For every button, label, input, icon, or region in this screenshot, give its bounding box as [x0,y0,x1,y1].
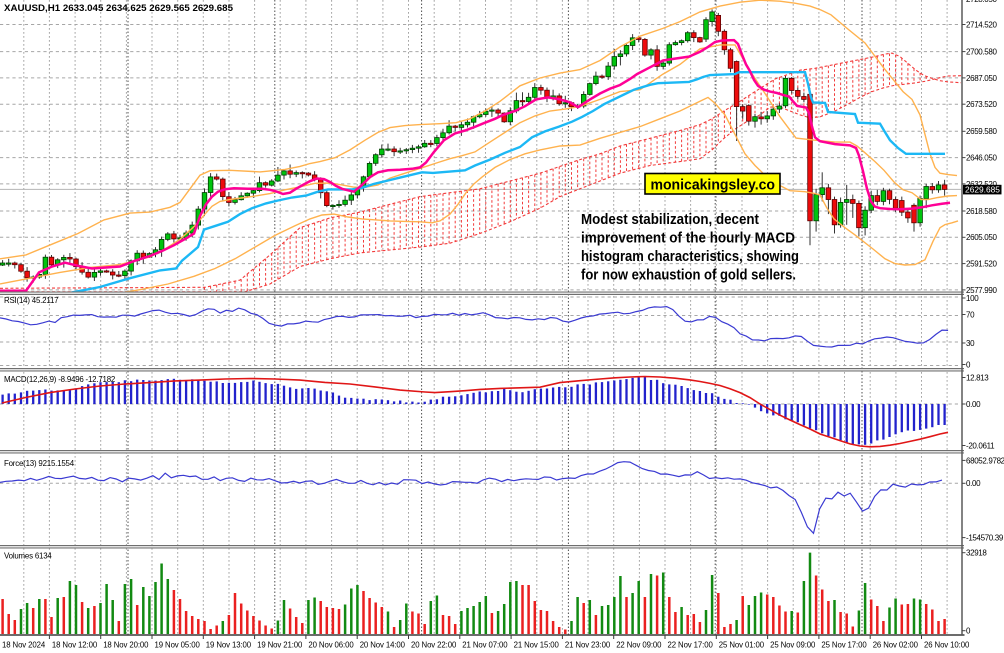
svg-text:18 Nov 12:00: 18 Nov 12:00 [52,641,98,650]
svg-text:25 Nov 01:00: 25 Nov 01:00 [719,641,765,650]
svg-text:100: 100 [966,294,979,303]
svg-text:21 Nov 23:00: 21 Nov 23:00 [565,641,611,650]
svg-text:19 Nov 05:00: 19 Nov 05:00 [155,641,201,650]
svg-text:32918: 32918 [966,549,987,558]
svg-text:25 Nov 09:00: 25 Nov 09:00 [770,641,816,650]
svg-text:2632.520: 2632.520 [966,180,997,189]
svg-text:0.00: 0.00 [966,400,981,409]
svg-text:-20.0611: -20.0611 [966,441,995,450]
svg-text:2687.050: 2687.050 [966,74,997,83]
svg-text:21 Nov 15:00: 21 Nov 15:00 [514,641,560,650]
svg-text:2728.050: 2728.050 [966,0,997,4]
svg-text:2618.580: 2618.580 [966,207,997,216]
svg-text:histogram characteristics, sho: histogram characteristics, showing [581,248,799,265]
svg-text:2591.520: 2591.520 [966,260,997,269]
svg-text:20 Nov 22:00: 20 Nov 22:00 [411,641,457,650]
svg-text:68052.9782: 68052.9782 [966,456,1004,465]
svg-text:22 Nov 09:00: 22 Nov 09:00 [616,641,662,650]
svg-text:18 Nov 20:00: 18 Nov 20:00 [103,641,149,650]
svg-text:0: 0 [966,627,971,636]
svg-text:12.813: 12.813 [966,373,989,382]
svg-text:2577.990: 2577.990 [966,286,997,295]
svg-text:monicakingsley.co: monicakingsley.co [651,177,776,194]
svg-text:2714.520: 2714.520 [966,20,997,29]
svg-text:2673.520: 2673.520 [966,100,997,109]
svg-text:30: 30 [966,339,975,348]
svg-text:0: 0 [966,360,971,369]
svg-text:for now exhaustion of gold sel: for now exhaustion of gold sellers. [581,266,796,283]
svg-text:26 Nov 02:00: 26 Nov 02:00 [873,641,919,650]
svg-text:2646.050: 2646.050 [966,154,997,163]
svg-text:Modest stabilization, decent: Modest stabilization, decent [581,211,759,228]
svg-text:0.00: 0.00 [966,479,981,488]
svg-text:26 Nov 10:00: 26 Nov 10:00 [924,641,970,650]
svg-text:RSI(14) 45.2117: RSI(14) 45.2117 [4,296,58,305]
svg-text:Force(13) 9215.1554: Force(13) 9215.1554 [4,459,75,468]
svg-text:2605.050: 2605.050 [966,233,997,242]
svg-text:18 Nov 2024: 18 Nov 2024 [2,641,46,650]
svg-text:Volumes 6134: Volumes 6134 [4,552,52,561]
svg-text:-154570.39: -154570.39 [966,534,1004,543]
svg-text:22 Nov 17:00: 22 Nov 17:00 [668,641,714,650]
svg-text:improvement of the hourly MACD: improvement of the hourly MACD [581,230,795,247]
svg-text:XAUUSD,H1 2633.045 2634.625 2: XAUUSD,H1 2633.045 2634.625 2629.565 262… [4,3,234,14]
svg-text:MACD(12,26,9) -8.9496 -12.7182: MACD(12,26,9) -8.9496 -12.7182 [4,375,115,384]
svg-text:19 Nov 21:00: 19 Nov 21:00 [257,641,303,650]
svg-text:20 Nov 14:00: 20 Nov 14:00 [360,641,406,650]
svg-text:19 Nov 13:00: 19 Nov 13:00 [206,641,252,650]
svg-text:20 Nov 06:00: 20 Nov 06:00 [308,641,354,650]
svg-text:25 Nov 17:00: 25 Nov 17:00 [821,641,867,650]
svg-text:70: 70 [966,310,975,319]
svg-text:2659.580: 2659.580 [966,127,997,136]
svg-text:21 Nov 07:00: 21 Nov 07:00 [462,641,508,650]
svg-text:2700.580: 2700.580 [966,48,997,57]
svg-text:2629.685: 2629.685 [965,185,1000,195]
